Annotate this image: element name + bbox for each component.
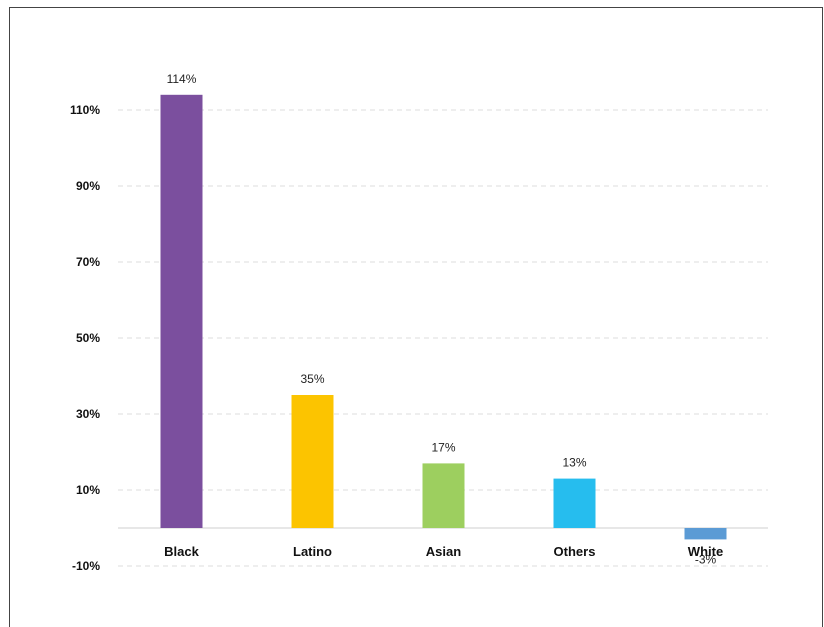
category-label-white: White (688, 544, 723, 559)
bars (160, 94, 727, 540)
category-label-black: Black (164, 544, 199, 559)
chart-frame (9, 7, 823, 627)
y-tick-label: 30% (76, 407, 100, 421)
category-label-latino: Latino (293, 544, 332, 559)
bar-white (684, 528, 727, 540)
y-tick-label: 90% (76, 179, 100, 193)
bar-asian (422, 463, 465, 528)
category-label-asian: Asian (426, 544, 461, 559)
data-label-latino: 35% (300, 372, 324, 386)
y-tick-label: 110% (70, 103, 100, 117)
data-labels: 114% 35% 17% 13% -3% (167, 72, 717, 567)
data-label-white: -3% (695, 552, 717, 566)
y-axis-ticks: -10% 10% 30% 50% 70% 90% 110% (70, 103, 100, 573)
bar-black (160, 94, 203, 529)
bar-others (553, 478, 596, 528)
y-tick-label: -10% (72, 559, 100, 573)
bar-latino (291, 395, 334, 528)
category-label-others: Others (554, 544, 596, 559)
category-labels: Black Latino Asian Others White (164, 544, 723, 559)
data-label-black: 114% (167, 72, 197, 86)
data-label-asian: 17% (431, 440, 455, 454)
data-label-others: 13% (562, 456, 586, 470)
y-tick-label: 50% (76, 331, 100, 345)
y-tick-label: 10% (76, 483, 100, 497)
y-tick-label: 70% (76, 255, 100, 269)
